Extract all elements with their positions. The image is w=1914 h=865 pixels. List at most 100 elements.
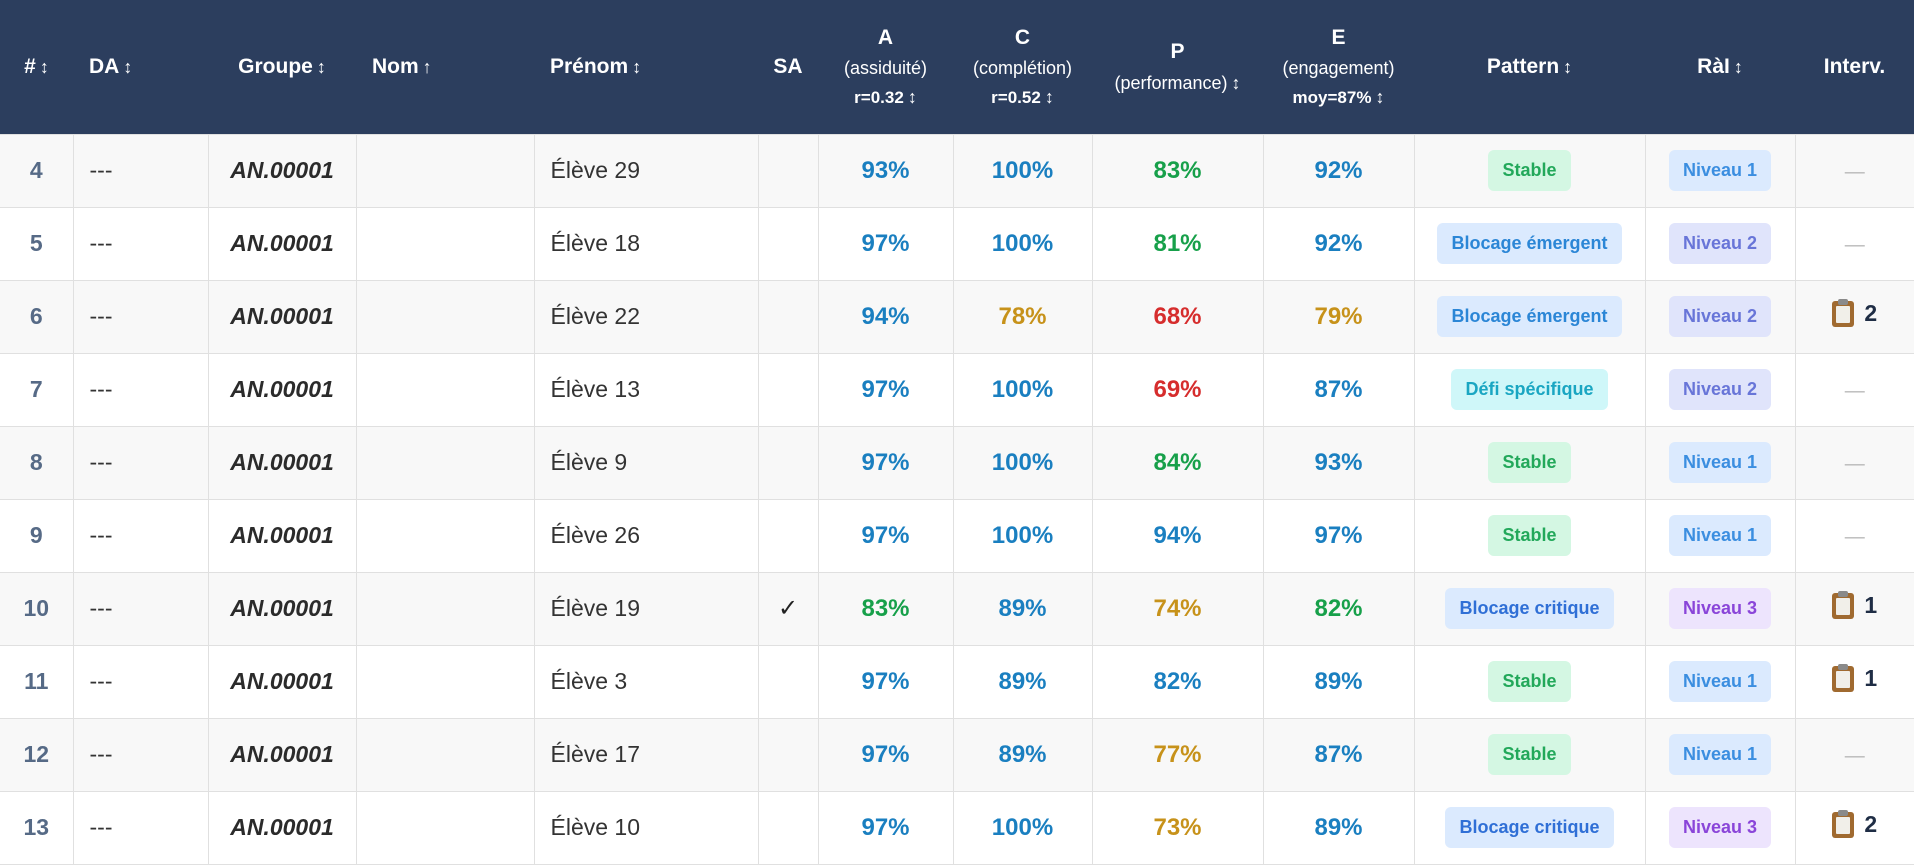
score-p: 94%: [1091, 498, 1264, 573]
da-cell: ---: [72, 425, 209, 500]
ral-badge: Niveau 3: [1668, 588, 1772, 629]
prenom-cell: Élève 18: [533, 206, 759, 281]
table-row[interactable]: 5 --- AN.00001 Élève 18 97% 100% 81% 92% Blocage…: [0, 206, 1914, 281]
header-nom-label: Nom: [372, 55, 419, 79]
score-e: 97%: [1262, 498, 1415, 573]
sort-icon[interactable]: ↕: [1733, 57, 1743, 78]
pattern-cell: Stable: [1413, 644, 1646, 719]
interventions-count: 1: [1864, 592, 1878, 619]
header-a[interactable]: A (assiduité) r=0.32 ↕: [818, 0, 953, 134]
header-da[interactable]: DA ↕: [73, 0, 208, 134]
ral-cell: Niveau 1: [1644, 498, 1796, 573]
sort-icon[interactable]: ↑: [422, 57, 432, 78]
pattern-cell: Blocage critique: [1413, 571, 1646, 646]
row-number: 12: [0, 717, 74, 792]
header-nom[interactable]: Nom ↑: [356, 0, 534, 134]
header-p-title: P: [1098, 39, 1257, 64]
row-number: 9: [0, 498, 74, 573]
table-row[interactable]: 4 --- AN.00001 Élève 29 93% 100% 83% 92% Stable N…: [0, 133, 1914, 208]
header-num[interactable]: # ↕: [0, 0, 73, 134]
table-row[interactable]: 12 --- AN.00001 Élève 17 97% 89% 77% 87% Stable N…: [0, 717, 1914, 792]
header-pattern[interactable]: Pattern ↕: [1414, 0, 1645, 134]
sort-icon[interactable]: ↕: [316, 57, 326, 78]
prenom-cell: Élève 26: [533, 498, 759, 573]
header-prenom-title: Prénom ↕: [550, 54, 752, 79]
header-e[interactable]: E (engagement) moy=87% ↕: [1263, 0, 1414, 134]
prenom-cell: Élève 22: [533, 279, 759, 354]
table-row[interactable]: 6 --- AN.00001 Élève 22 94% 78% 68% 79% Blocage …: [0, 279, 1914, 354]
prenom-cell: Élève 13: [533, 352, 759, 427]
score-e: 92%: [1262, 133, 1415, 208]
score-c: 100%: [952, 790, 1093, 865]
pattern-badge: Blocage critique: [1445, 807, 1614, 848]
ral-badge: Niveau 1: [1668, 150, 1772, 191]
table-row[interactable]: 7 --- AN.00001 Élève 13 97% 100% 69% 87% Défi sp…: [0, 352, 1914, 427]
da-cell: ---: [72, 644, 209, 719]
pattern-badge: Stable: [1488, 661, 1571, 702]
score-p: 82%: [1091, 644, 1264, 719]
sort-icon[interactable]: ↕: [39, 57, 49, 78]
da-cell: ---: [72, 498, 209, 573]
empty-dash: —: [1844, 380, 1865, 402]
header-p[interactable]: P (performance) ↕: [1092, 0, 1263, 134]
interventions-button[interactable]: 1: [1832, 590, 1878, 619]
interventions-button[interactable]: 2: [1832, 298, 1877, 327]
nom-cell: [355, 352, 535, 427]
empty-dash: —: [1844, 745, 1865, 767]
score-c: 100%: [952, 206, 1093, 281]
sort-icon[interactable]: ↕: [1044, 87, 1054, 108]
table-row[interactable]: 9 --- AN.00001 Élève 26 97% 100% 94% 97% Stable N…: [0, 498, 1914, 573]
sort-icon[interactable]: ↕: [907, 87, 917, 108]
sort-icon[interactable]: ↕: [1563, 57, 1573, 78]
header-groupe-label: Groupe: [238, 55, 313, 79]
score-e: 89%: [1262, 790, 1415, 865]
header-sa[interactable]: SA: [758, 0, 818, 134]
score-e: 79%: [1262, 279, 1415, 354]
group-cell: AN.00001: [207, 425, 357, 500]
header-ral[interactable]: RàI ↕: [1645, 0, 1795, 134]
header-p-label: P: [1170, 40, 1185, 64]
sa-cell: [757, 498, 819, 573]
interventions-button[interactable]: 1: [1832, 663, 1877, 692]
ral-cell: Niveau 2: [1644, 279, 1796, 354]
header-sa-title: SA: [764, 54, 812, 79]
header-interv[interactable]: Interv.: [1795, 0, 1914, 134]
ral-cell: Niveau 1: [1644, 425, 1796, 500]
prenom-cell: Élève 19: [533, 571, 759, 646]
pattern-badge: Stable: [1488, 150, 1571, 191]
header-a-stat: r=0.32 ↕: [824, 87, 947, 109]
header-c[interactable]: C (complétion) r=0.52 ↕: [953, 0, 1092, 134]
sort-icon[interactable]: ↕: [1375, 87, 1385, 108]
interventions-button[interactable]: 2: [1832, 809, 1877, 838]
group-cell: AN.00001: [207, 790, 357, 865]
sort-icon[interactable]: ↕: [1231, 72, 1241, 93]
sort-icon[interactable]: ↕: [632, 57, 642, 78]
ral-badge: Niveau 2: [1668, 223, 1772, 264]
interv-cell: —: [1794, 498, 1914, 573]
nom-cell: [355, 498, 535, 573]
nom-cell: [355, 790, 535, 865]
header-pattern-title: Pattern ↕: [1420, 54, 1639, 79]
score-c: 100%: [952, 352, 1093, 427]
header-prenom[interactable]: Prénom ↕: [534, 0, 758, 134]
header-da-title: DA ↕: [89, 54, 202, 79]
table-row[interactable]: 11 --- AN.00001 Élève 3 97% 89% 82% 89% Stable Ni…: [0, 644, 1914, 719]
da-cell: ---: [72, 717, 209, 792]
interv-cell: —: [1794, 425, 1914, 500]
table-row[interactable]: 10 --- AN.00001 Élève 19 ✓ 83% 89% 74% 82% Blocag…: [0, 571, 1914, 646]
header-a-title: A: [824, 25, 947, 50]
nom-cell: [355, 644, 535, 719]
pattern-cell: Défi spécifique: [1413, 352, 1646, 427]
prenom-cell: Élève 29: [533, 133, 759, 208]
ral-cell: Niveau 3: [1644, 790, 1796, 865]
header-groupe[interactable]: Groupe ↕: [208, 0, 356, 134]
sort-icon[interactable]: ↕: [123, 57, 133, 78]
prenom-cell: Élève 17: [533, 717, 759, 792]
table-row[interactable]: 8 --- AN.00001 Élève 9 97% 100% 84% 93% Stable Ni…: [0, 425, 1914, 500]
score-p: 77%: [1091, 717, 1264, 792]
sa-cell: [757, 425, 819, 500]
nom-cell: [355, 206, 535, 281]
header-a-stat-text: r=0.32: [854, 88, 904, 108]
table-row[interactable]: 13 --- AN.00001 Élève 10 97% 100% 73% 89% Blocag…: [0, 790, 1914, 865]
